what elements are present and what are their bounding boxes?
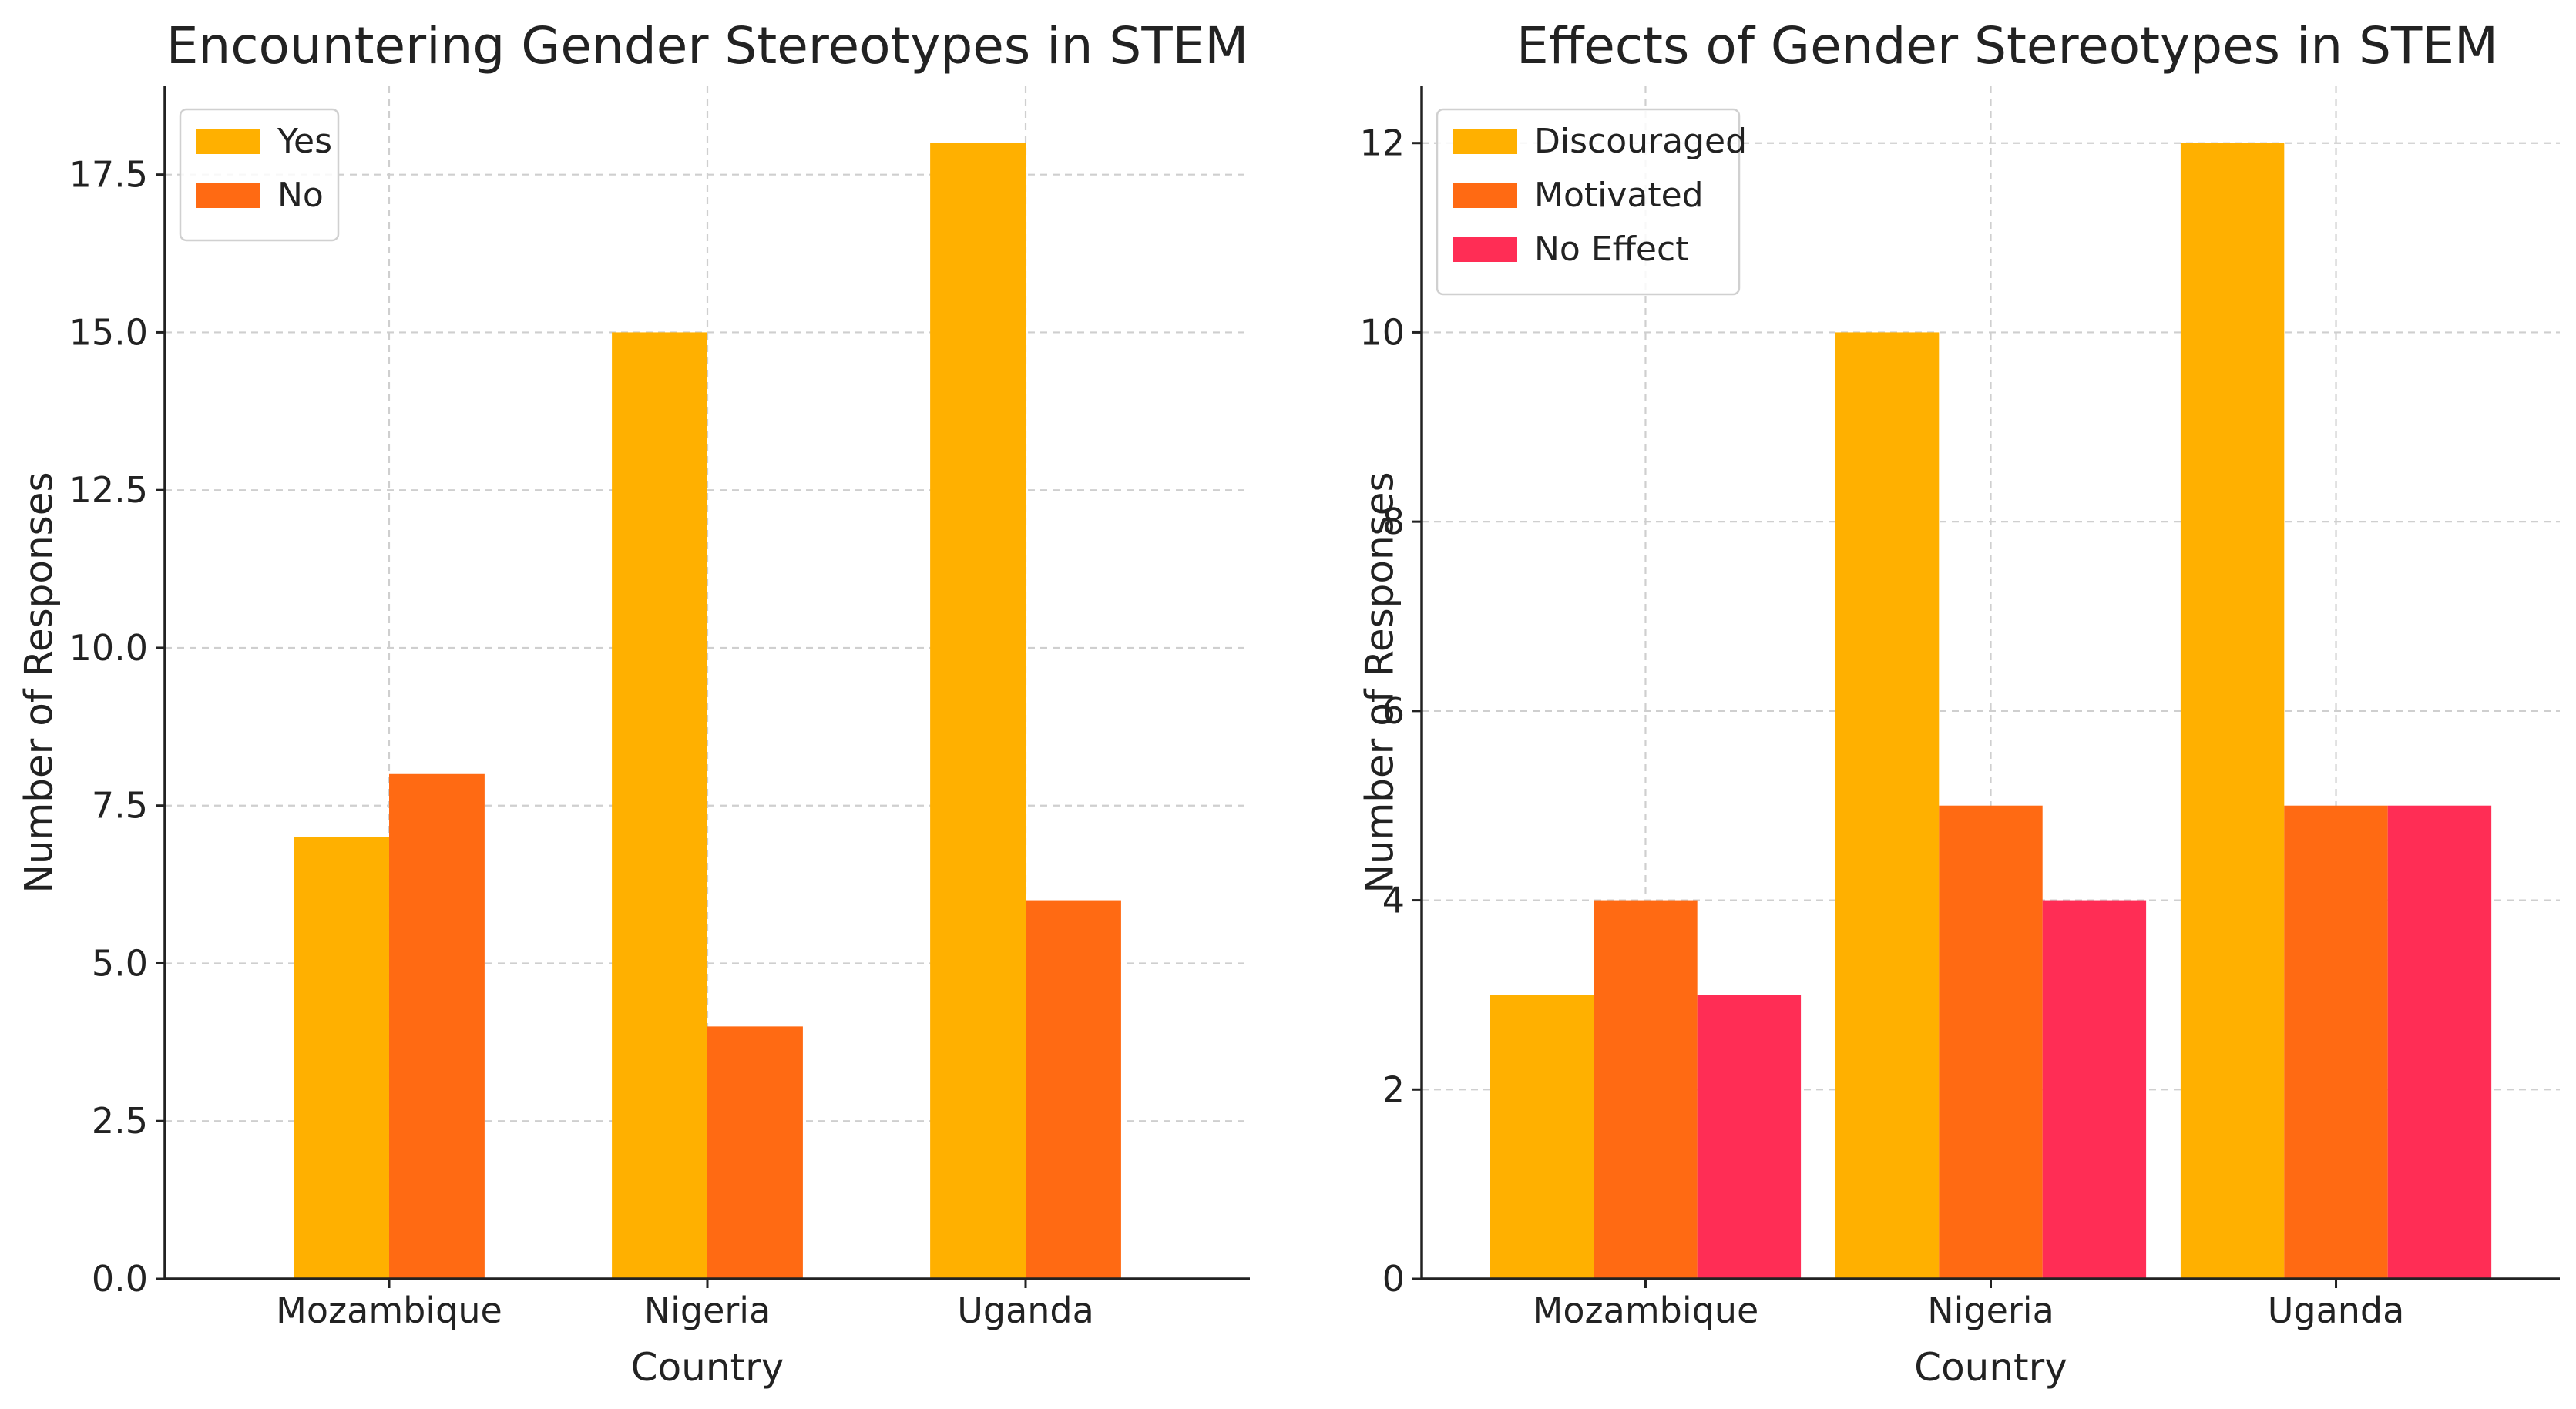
x-tick-label: Nigeria	[644, 1290, 771, 1331]
x-axis-label: Country	[631, 1345, 784, 1390]
bar-discouraged-nigeria	[1835, 332, 1940, 1279]
x-tick-label: Uganda	[2268, 1290, 2405, 1331]
legend-label: Motivated	[1534, 176, 1704, 215]
legend-label: Yes	[277, 122, 332, 161]
y-tick-label: 2.5	[92, 1100, 148, 1142]
bar-motivated-mozambique	[1594, 900, 1698, 1279]
bar-discouraged-uganda	[2180, 143, 2285, 1280]
y-tick-label: 2	[1382, 1068, 1405, 1110]
x-tick-label: Mozambique	[1533, 1290, 1759, 1331]
y-tick-label: 0.0	[92, 1258, 148, 1300]
legend-swatch	[1453, 237, 1517, 262]
x-axis-label: Country	[1914, 1345, 2067, 1390]
y-tick-label: 4	[1382, 880, 1405, 921]
chart-title: Encountering Gender Stereotypes in STEM	[166, 16, 1249, 75]
x-tick-label: Nigeria	[1927, 1290, 2054, 1331]
y-tick-label: 6	[1382, 690, 1405, 732]
bar-no-nigeria	[707, 1026, 803, 1279]
y-tick-label: 17.5	[69, 154, 148, 196]
bar-no-effect-mozambique	[1697, 995, 1802, 1279]
legend-label: No	[277, 176, 324, 215]
y-tick-label: 10	[1359, 311, 1405, 353]
legend-label: No Effect	[1534, 230, 1688, 269]
legend-swatch	[1453, 129, 1517, 154]
y-axis-label: Number of Responses	[17, 471, 62, 893]
bar-yes-uganda	[930, 143, 1026, 1280]
legend: Discouraged Motivated No Effect	[1436, 108, 1747, 296]
bar-no-effect-nigeria	[2042, 900, 2147, 1279]
y-axis-label: Number of Responses	[1358, 471, 1402, 893]
y-tick-label: 10.0	[69, 627, 148, 669]
y-tick-label: 5.0	[92, 942, 148, 984]
chart-2: 0 2 4 6 8 10 12 Mozambique Nigeria Uganda Effects …	[1358, 16, 2560, 1390]
x-tick-label: Mozambique	[276, 1290, 502, 1331]
y-tick-label: 7.5	[92, 785, 148, 827]
y-tick-label: 12	[1359, 122, 1405, 164]
bar-no-mozambique	[388, 773, 485, 1279]
y-tick-label: 8	[1382, 501, 1405, 542]
legend-swatch	[1453, 183, 1517, 208]
y-tick-label: 15.0	[69, 311, 148, 353]
bar-motivated-uganda	[2284, 805, 2388, 1279]
legend-swatch	[196, 183, 260, 208]
legend-swatch	[196, 129, 260, 154]
bar-yes-mozambique	[294, 837, 389, 1279]
bar-discouraged-mozambique	[1490, 995, 1594, 1279]
legend: Yes No	[179, 108, 340, 242]
bar-no-effect-uganda	[2387, 805, 2492, 1279]
chart-1: 0.0 2.5 5.0 7.5 10.0 12.5 15.0 17.5 Mozambique Ni…	[17, 16, 1250, 1390]
y-tick-label: 12.5	[69, 469, 148, 511]
legend-label: Discouraged	[1534, 122, 1747, 161]
x-tick-label: Uganda	[957, 1290, 1094, 1331]
y-tick-label: 0	[1382, 1258, 1405, 1300]
bar-no-uganda	[1026, 900, 1121, 1279]
bar-yes-nigeria	[612, 332, 707, 1279]
chart-title: Effects of Gender Stereotypes in STEM	[1516, 16, 2498, 75]
bar-motivated-nigeria	[1939, 805, 2043, 1279]
